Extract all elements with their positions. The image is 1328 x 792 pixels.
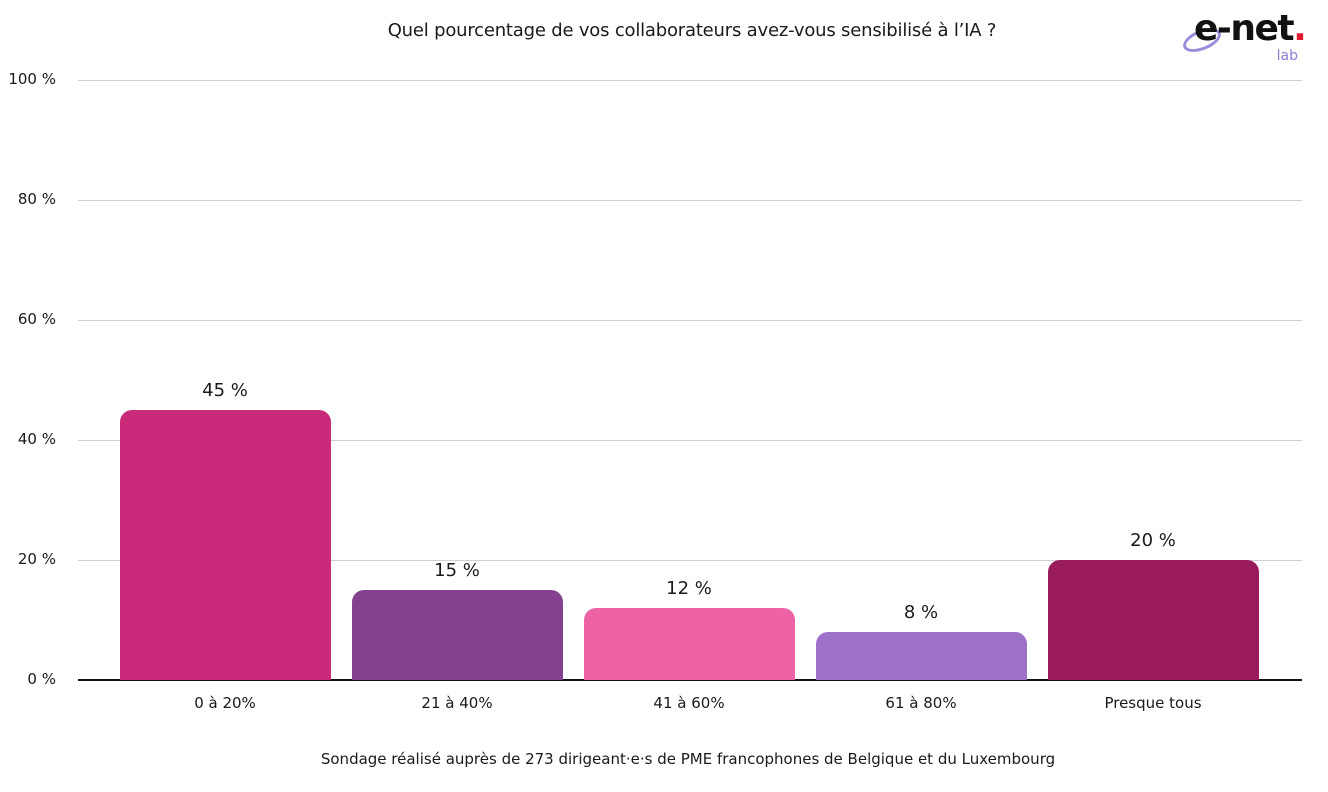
bar xyxy=(816,632,1027,680)
value-label: 20 % xyxy=(1130,530,1176,551)
logo-dot: . xyxy=(1293,8,1307,49)
x-category-label: 21 à 40% xyxy=(421,694,493,712)
gridline xyxy=(78,200,1302,201)
x-category-label: Presque tous xyxy=(1104,694,1202,712)
bar xyxy=(120,410,331,680)
chart-title: Quel pourcentage de vos collaborateurs a… xyxy=(387,20,997,41)
value-label: 12 % xyxy=(666,578,712,599)
bar xyxy=(1048,560,1259,680)
value-label: 8 % xyxy=(903,602,939,623)
footnote: Sondage réalisé auprès de 273 dirigeant·… xyxy=(320,750,1056,768)
bar xyxy=(584,608,795,680)
gridline xyxy=(78,440,1302,441)
enet-lab-logo: e-net. lab xyxy=(1178,8,1308,70)
y-tick-label: 40 % xyxy=(17,430,56,448)
y-tick-label: 20 % xyxy=(17,550,56,568)
x-category-label: 61 à 80% xyxy=(885,694,957,712)
y-tick-label: 80 % xyxy=(17,190,56,208)
x-category-label: 41 à 60% xyxy=(653,694,725,712)
x-axis-line xyxy=(78,679,1302,681)
y-tick-label: 0 % xyxy=(27,670,56,688)
gridline xyxy=(78,560,1302,561)
logo-wordmark: e-net. xyxy=(1194,8,1307,49)
value-label: 45 % xyxy=(202,380,248,401)
gridline xyxy=(78,80,1302,81)
x-category-label: 0 à 20% xyxy=(194,694,256,712)
y-tick-label: 60 % xyxy=(17,310,56,328)
bar xyxy=(352,590,563,680)
logo-sub: lab xyxy=(1276,48,1298,64)
value-label: 15 % xyxy=(434,560,480,581)
gridline xyxy=(78,320,1302,321)
y-tick-label: 100 % xyxy=(8,70,56,88)
